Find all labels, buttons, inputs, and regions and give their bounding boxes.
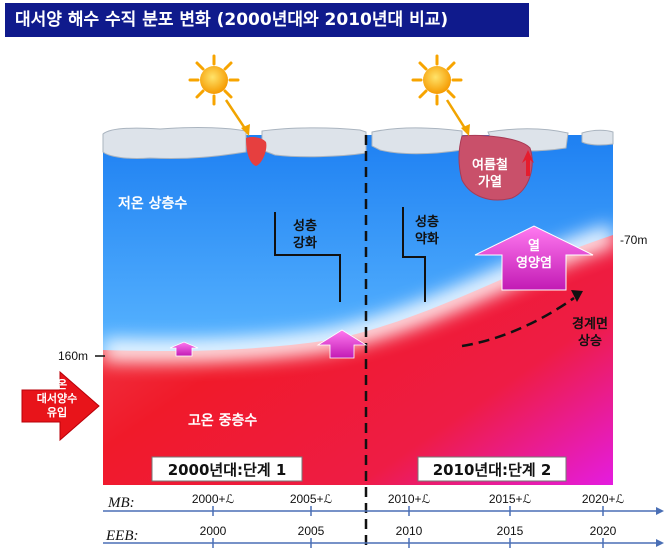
inflow-label: 대서양수 xyxy=(37,391,77,405)
summer-heating-label: 가열 xyxy=(478,174,502,190)
heat-rise-arrow xyxy=(522,150,534,176)
strat-weak-label: 약화 xyxy=(415,231,439,247)
strat-weak-label: 성층 xyxy=(415,214,439,230)
eeb-tick-label: 2015 xyxy=(497,524,524,538)
sunlight-arrowhead xyxy=(461,124,470,136)
eeb-axis-label: EEB: xyxy=(105,528,138,544)
stage2-box xyxy=(417,456,567,482)
sunlight-arrow xyxy=(445,99,468,131)
summer-heating-label: 여름철 xyxy=(472,157,508,173)
heat-nutrient-label: 열 xyxy=(528,238,540,254)
mb-axis-arrowhead xyxy=(656,507,664,515)
diagram-title: 대서양 해수 수직 분포 변화 (2000년대와 2010년대 비교) xyxy=(5,3,529,37)
sunlight-arrow xyxy=(224,99,248,131)
eeb-tick-label: 2010 xyxy=(396,524,423,538)
eeb-axis-arrowhead xyxy=(656,539,664,547)
warm-mid-label: 고온 중층수 xyxy=(188,413,257,429)
atlantic-inflow-arrow xyxy=(21,370,100,442)
mb-tick-label: 2000+ℒ xyxy=(192,492,235,506)
heat-arrow-small xyxy=(169,341,199,357)
strat-strong-line xyxy=(274,212,341,302)
boundary-rise-label: 경계면 xyxy=(572,316,608,332)
boundary-rise-label: 상승 xyxy=(578,334,602,349)
inflow-label: 유입 xyxy=(47,406,67,419)
mb-tick-label: 2010+ℒ xyxy=(388,492,431,506)
mb-axis-label: MB: xyxy=(107,495,135,511)
depth-70-label: -70m xyxy=(620,233,647,247)
strat-strong-label: 강화 xyxy=(293,235,317,251)
eeb-tick-label: 2020 xyxy=(590,524,617,538)
stage1-box xyxy=(151,456,303,482)
ocean-body xyxy=(103,135,613,485)
sun-icon xyxy=(188,54,240,106)
eeb-tick-label: 2000 xyxy=(200,524,227,538)
heat-nutrient-label: 영양염 xyxy=(516,255,552,271)
heating-patch-2010s xyxy=(458,134,533,201)
mb-tick-label: 2005+ℒ xyxy=(290,492,333,506)
heating-patch-2000s xyxy=(246,137,267,166)
strat-weak-line xyxy=(402,207,426,302)
cold-upper-label: 저온 상층수 xyxy=(118,196,187,212)
stage1-label: 2000년대:단계 1 xyxy=(168,461,287,479)
depth-160-label: 160m xyxy=(58,349,88,363)
heat-arrow-medium xyxy=(316,329,368,359)
strat-strong-label: 성층 xyxy=(293,218,317,234)
sun-icon xyxy=(411,54,463,106)
mb-tick-label: 2020+ℒ xyxy=(582,492,625,506)
boundary-rise-arrow xyxy=(461,296,575,348)
sunlight-arrowhead xyxy=(241,124,250,136)
eeb-tick-label: 2005 xyxy=(298,524,325,538)
boundary-rise-arrowhead xyxy=(571,290,583,302)
heat-nutrient-arrow xyxy=(474,225,594,291)
axis-ticks xyxy=(212,506,604,548)
inflow-label: 고온 xyxy=(47,378,67,391)
mb-tick-label: 2015+ℒ xyxy=(489,492,532,506)
sea-ice xyxy=(102,127,614,160)
stage2-label: 2010년대:단계 2 xyxy=(433,461,552,479)
